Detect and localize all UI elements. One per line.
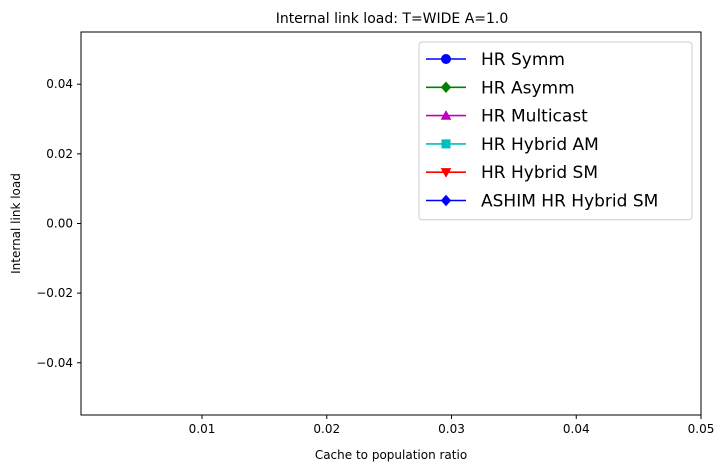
y-tick-label: −0.04 (36, 356, 73, 370)
y-tick-label: −0.02 (36, 286, 73, 300)
y-tick-label: 0.02 (46, 147, 73, 161)
legend-item: HR Symm (426, 50, 565, 70)
x-tick-label: 0.05 (688, 422, 715, 436)
legend-label: HR Multicast (481, 107, 588, 127)
y-axis-ticks: 0.04 0.02 0.00 −0.02 −0.04 (36, 77, 81, 370)
legend-label: HR Symm (481, 50, 565, 70)
legend-label: HR Asymm (481, 78, 575, 98)
legend-marker-circle-icon (441, 54, 451, 64)
legend-marker-diamond-icon (440, 81, 452, 94)
legend-marker-triangle-down-icon (440, 168, 452, 178)
y-tick-label: 0.00 (46, 217, 73, 231)
x-tick-label: 0.04 (563, 422, 590, 436)
x-axis-label: Cache to population ratio (315, 448, 467, 462)
legend-item: HR Multicast (426, 107, 588, 127)
legend-marker-triangle-up-icon (440, 110, 452, 120)
y-axis-label: Internal link load (9, 173, 23, 274)
chart-title: Internal link load: T=WIDE A=1.0 (276, 11, 509, 27)
legend-item: HR Hybrid AM (426, 135, 599, 155)
x-tick-label: 0.03 (438, 422, 465, 436)
legend-item: HR Hybrid SM (426, 163, 598, 183)
legend-label: HR Hybrid SM (481, 163, 598, 183)
legend-label: HR Hybrid AM (481, 135, 599, 155)
legend-item: ASHIM HR Hybrid SM (426, 192, 658, 212)
legend: HR Symm HR Asymm HR Multicast HR Hybrid AM H… (418, 41, 693, 221)
x-tick-label: 0.02 (313, 422, 340, 436)
y-tick-label: 0.04 (46, 77, 73, 91)
x-axis-ticks: 0.01 0.02 0.03 0.04 0.05 (189, 415, 715, 436)
x-tick-label: 0.01 (189, 422, 216, 436)
legend-marker-square-icon (441, 139, 451, 149)
legend-item: HR Asymm (426, 78, 575, 98)
legend-frame (418, 41, 693, 221)
legend-label: ASHIM HR Hybrid SM (481, 192, 658, 212)
legend-marker-diamond-icon (440, 194, 452, 207)
